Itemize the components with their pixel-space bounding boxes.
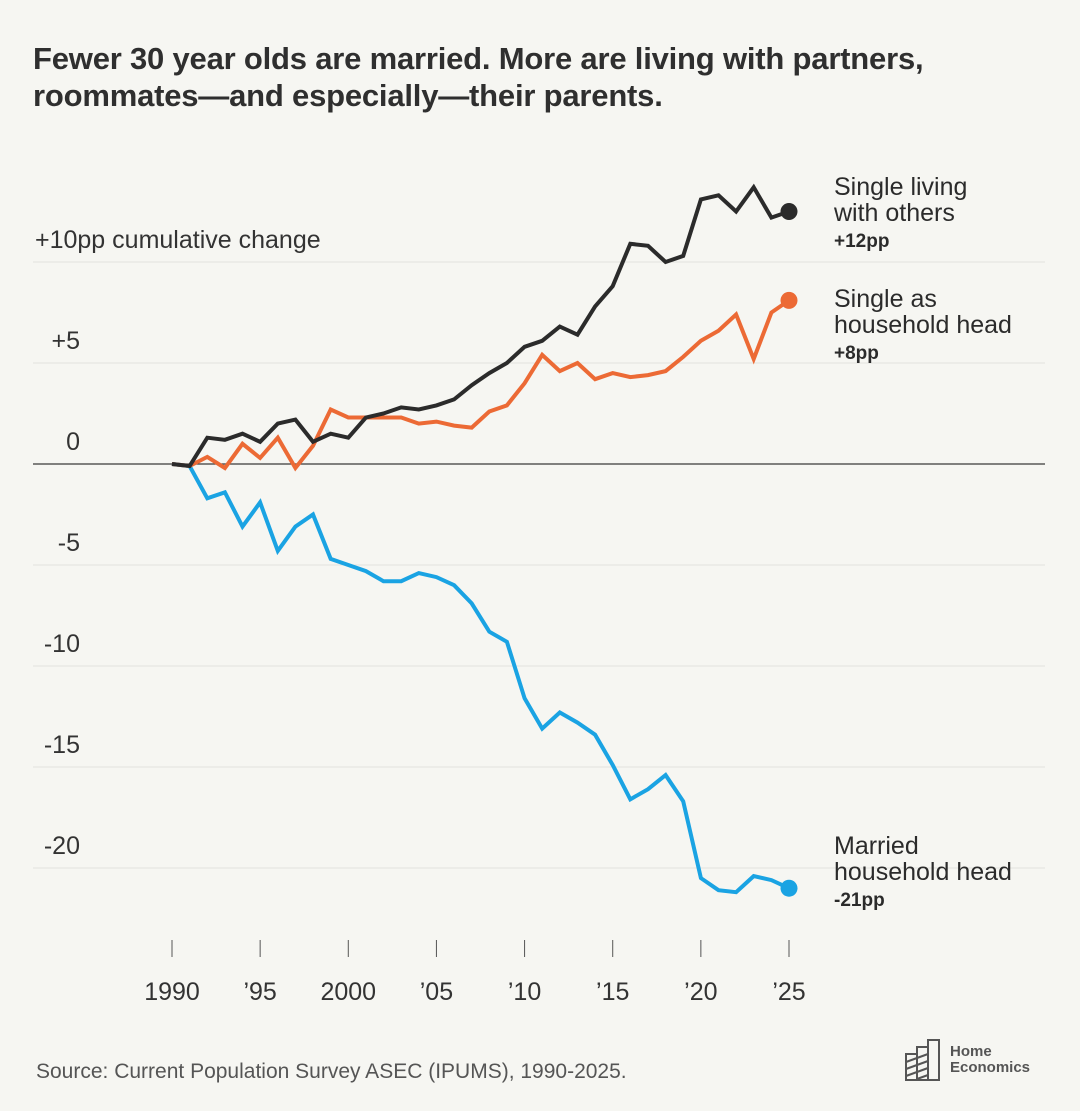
- buildings-icon: [905, 1039, 940, 1081]
- y-tick-label: +10pp cumulative change: [35, 226, 321, 254]
- x-tick-label: ’10: [508, 978, 541, 1006]
- x-tick-label: 1990: [144, 978, 200, 1006]
- series-line-single-living-with-others: [171, 183, 790, 469]
- series-label-text: Single living: [834, 173, 967, 201]
- series-end-value: +8pp: [834, 343, 879, 364]
- x-tick-label: ’15: [596, 978, 629, 1006]
- series-label-text: household head: [834, 858, 1012, 886]
- x-tick-label: ’95: [243, 978, 276, 1006]
- series-label-text: Single as: [834, 285, 937, 313]
- series-label-text: Married: [834, 832, 919, 860]
- series-end-marker: [780, 203, 798, 220]
- chart-title: Fewer 30 year olds are married. More are…: [33, 41, 924, 113]
- series-line-single-as-household-head: [171, 298, 791, 472]
- x-tick-label: ’05: [420, 978, 453, 1006]
- logo-line-1: Home: [950, 1043, 992, 1060]
- y-tick-label: -10: [44, 630, 80, 658]
- series-line-married-household-head: [171, 462, 790, 895]
- series-label-text: with others: [833, 199, 955, 227]
- gridlines: [33, 261, 1045, 869]
- y-axis-labels: +10pp cumulative change +5 0 -5 -10 -15 -20: [35, 226, 321, 860]
- y-tick-label: -15: [44, 731, 80, 759]
- x-tick-label: 2000: [320, 978, 376, 1006]
- x-tick-label: ’25: [772, 978, 805, 1006]
- x-tick-label: ’20: [684, 978, 717, 1006]
- y-tick-label: 0: [66, 428, 80, 456]
- home-economics-logo: Home Economics: [904, 1038, 1030, 1082]
- y-tick-label: -20: [44, 832, 80, 860]
- series-lines: [171, 183, 798, 897]
- x-axis: 1990 ’95 2000 ’05 ’10 ’15 ’20 ’25: [144, 940, 806, 1006]
- y-tick-label: +5: [51, 327, 80, 355]
- series-end-value: -21pp: [834, 890, 885, 911]
- series-end-value: +12pp: [834, 231, 889, 252]
- series-label-text: household head: [834, 311, 1012, 339]
- source-note: Source: Current Population Survey ASEC (…: [36, 1060, 627, 1083]
- y-tick-label: -5: [58, 529, 80, 557]
- series-end-marker: [780, 879, 798, 897]
- logo-line-2: Economics: [950, 1059, 1031, 1076]
- series-end-marker: [780, 291, 798, 309]
